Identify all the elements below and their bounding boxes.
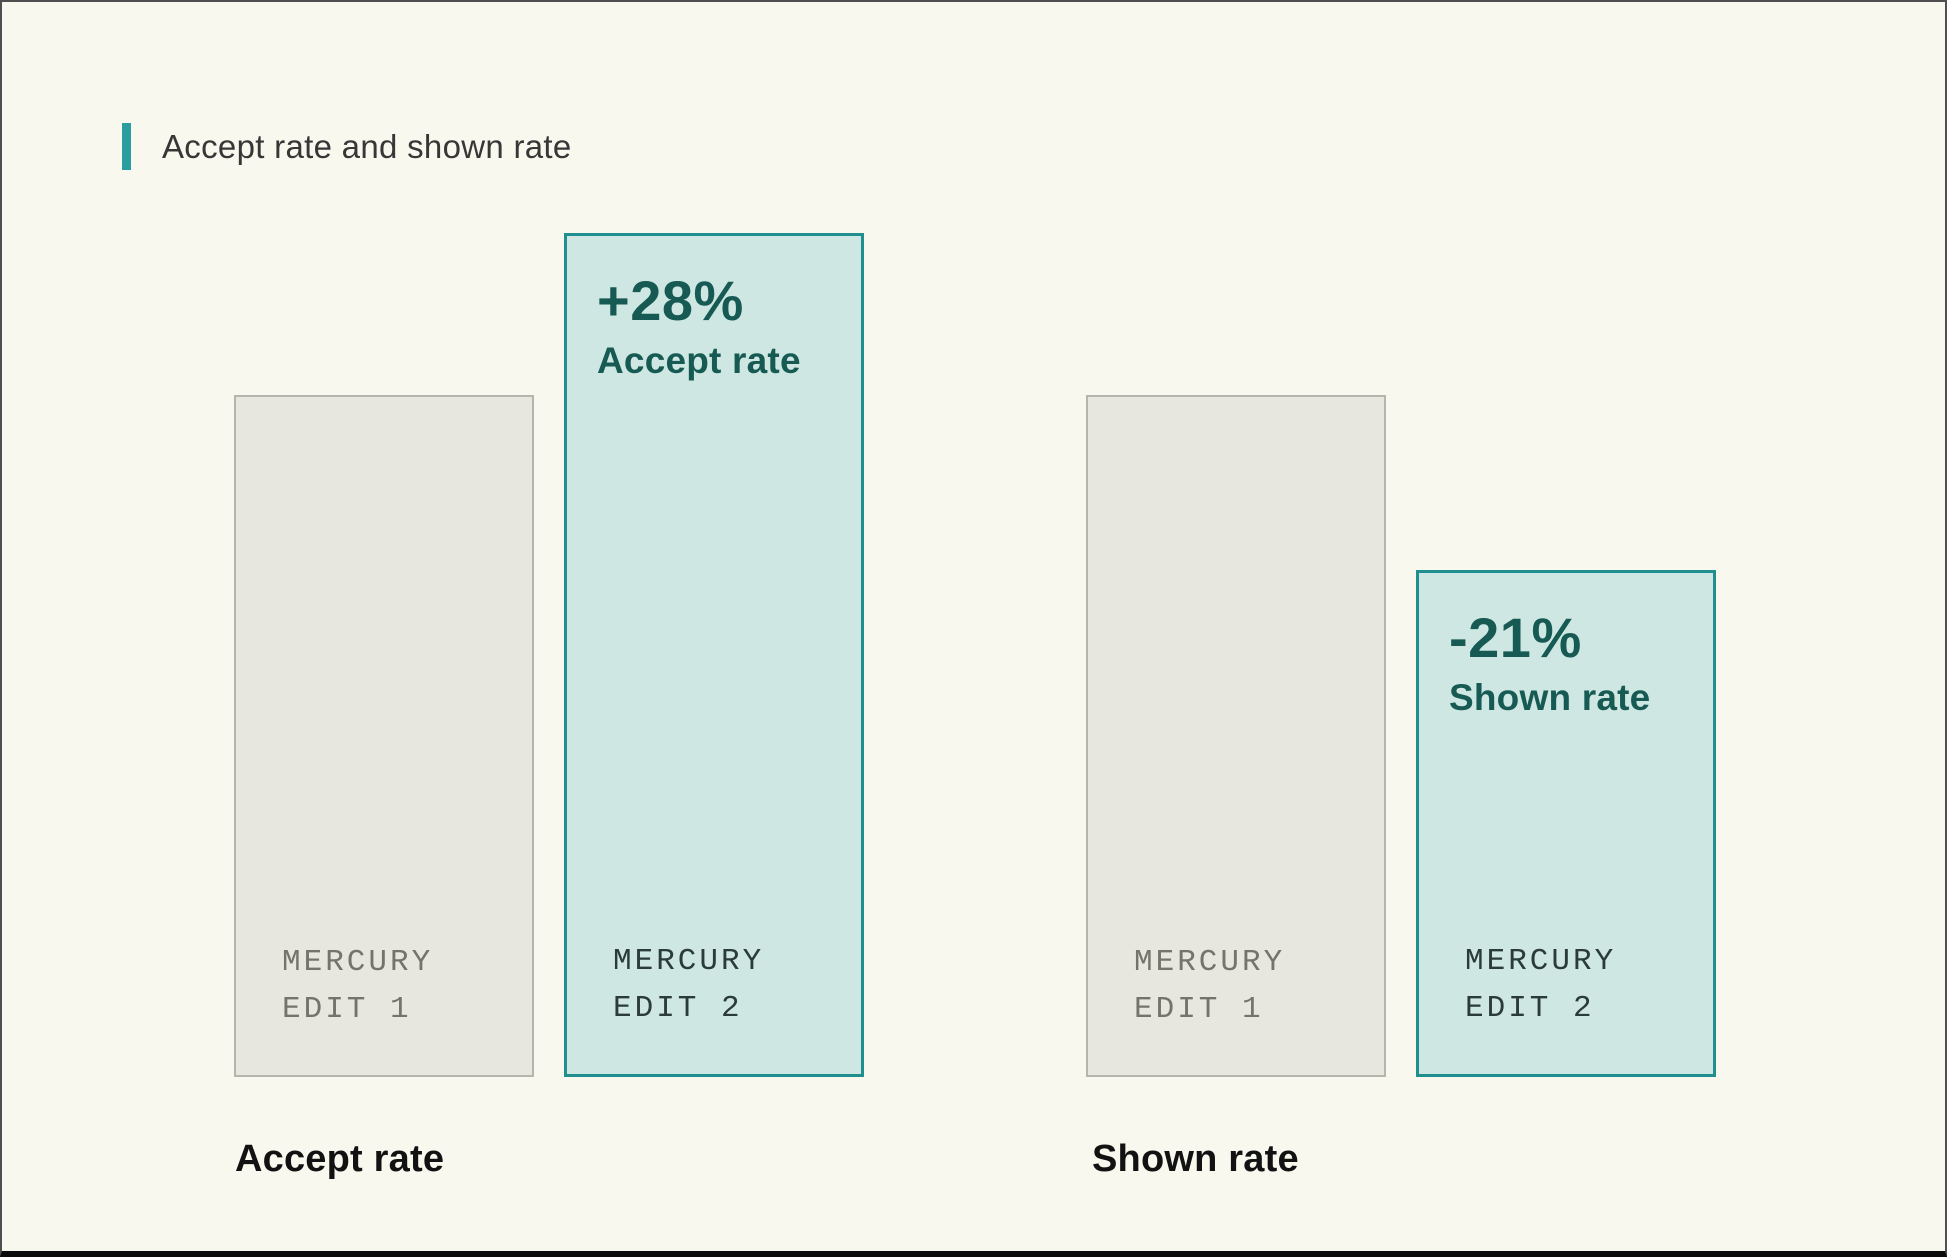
- bar-label-line1: MERCURY: [1134, 945, 1286, 980]
- bar-shown-mercury-edit-1: MERCURY EDIT 1: [1086, 395, 1386, 1077]
- bar-label-line1: MERCURY: [613, 944, 765, 979]
- delta-value: +28%: [597, 269, 744, 332]
- bar-label: MERCURY EDIT 1: [282, 940, 433, 1033]
- delta-value: -21%: [1449, 606, 1582, 669]
- chart-header: Accept rate and shown rate: [122, 123, 572, 170]
- group-label-accept-rate: Accept rate: [235, 1138, 445, 1180]
- bar-accept-mercury-edit-1: MERCURY EDIT 1: [234, 395, 534, 1077]
- bar-annotation: +28% Accept rate: [597, 270, 801, 382]
- bar-label: MERCURY EDIT 2: [1465, 939, 1616, 1032]
- bar-label-line2: EDIT 1: [282, 991, 412, 1027]
- bar-shown-mercury-edit-2: -21% Shown rate MERCURY EDIT 2: [1416, 570, 1716, 1077]
- page-title: Accept rate and shown rate: [162, 127, 572, 165]
- bar-label: MERCURY EDIT 2: [613, 939, 764, 1032]
- bar-label-line2: EDIT 2: [1465, 990, 1595, 1026]
- group-label-shown-rate: Shown rate: [1092, 1138, 1299, 1180]
- title-accent-bar: [122, 123, 131, 170]
- bar-annotation: -21% Shown rate: [1449, 607, 1650, 719]
- bar-label-line2: EDIT 2: [613, 990, 743, 1026]
- bar-accept-mercury-edit-2: +28% Accept rate MERCURY EDIT 2: [564, 233, 864, 1077]
- bar-label-line2: EDIT 1: [1134, 991, 1264, 1027]
- delta-label: Shown rate: [1449, 676, 1651, 718]
- bar-label-line1: MERCURY: [1465, 944, 1617, 979]
- bar-label: MERCURY EDIT 1: [1134, 940, 1285, 1033]
- delta-label: Accept rate: [597, 339, 801, 381]
- bar-label-line1: MERCURY: [282, 945, 434, 980]
